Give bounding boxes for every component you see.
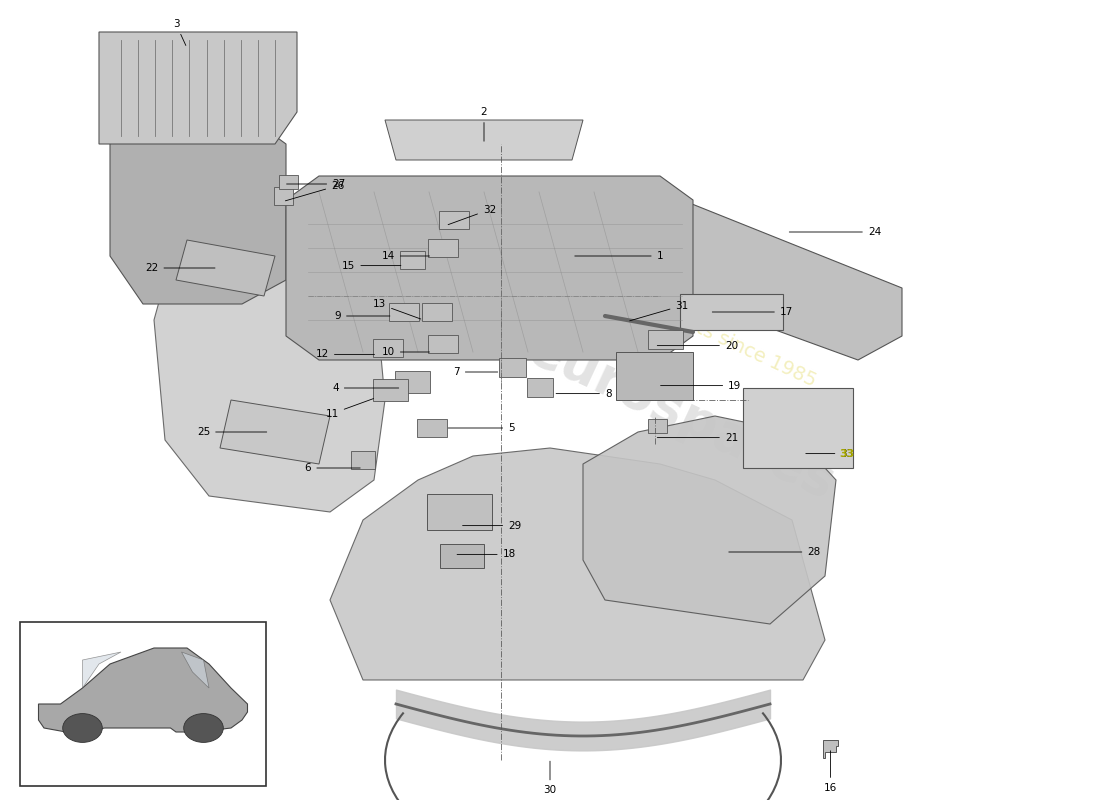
Polygon shape: [99, 32, 297, 144]
FancyBboxPatch shape: [428, 239, 458, 257]
Text: 9: 9: [334, 311, 389, 321]
Text: 26: 26: [285, 181, 344, 201]
Text: 33: 33: [806, 449, 854, 458]
FancyBboxPatch shape: [680, 294, 783, 330]
FancyBboxPatch shape: [279, 175, 298, 189]
Circle shape: [63, 714, 102, 742]
FancyBboxPatch shape: [439, 211, 469, 229]
Polygon shape: [286, 176, 693, 360]
Text: 22: 22: [145, 263, 214, 273]
FancyBboxPatch shape: [648, 419, 667, 433]
Text: 33: 33: [839, 449, 855, 458]
Text: 18: 18: [458, 550, 516, 559]
Polygon shape: [638, 200, 902, 360]
Polygon shape: [616, 352, 693, 400]
Polygon shape: [220, 400, 330, 464]
FancyBboxPatch shape: [389, 303, 419, 321]
Text: 17: 17: [713, 307, 793, 317]
Text: 27: 27: [287, 179, 345, 189]
Polygon shape: [176, 240, 275, 296]
Text: 31: 31: [629, 301, 689, 321]
Text: 13: 13: [373, 299, 421, 319]
Text: 32: 32: [448, 205, 496, 225]
FancyBboxPatch shape: [400, 251, 425, 269]
Text: 29: 29: [463, 521, 521, 530]
Text: 12: 12: [316, 350, 374, 359]
Text: 11: 11: [326, 398, 374, 418]
Polygon shape: [82, 652, 121, 688]
FancyBboxPatch shape: [428, 335, 458, 353]
Text: 8: 8: [557, 389, 612, 398]
Text: 1: 1: [575, 251, 663, 261]
Text: eurospares: eurospares: [520, 322, 844, 510]
Text: 19: 19: [661, 381, 741, 390]
Circle shape: [184, 714, 223, 742]
Text: 4: 4: [332, 383, 398, 393]
Text: 2: 2: [481, 107, 487, 142]
Text: 24: 24: [790, 227, 881, 237]
Text: 10: 10: [382, 347, 429, 357]
Text: 20: 20: [658, 341, 738, 350]
Polygon shape: [182, 652, 209, 688]
Polygon shape: [823, 740, 838, 758]
Text: 25: 25: [197, 427, 266, 437]
Text: 3: 3: [173, 19, 186, 46]
Polygon shape: [440, 544, 484, 568]
FancyBboxPatch shape: [427, 494, 492, 530]
Text: a passion for parts since 1985: a passion for parts since 1985: [544, 249, 820, 391]
Text: 15: 15: [342, 261, 400, 270]
FancyBboxPatch shape: [20, 622, 266, 786]
Text: 6: 6: [305, 463, 360, 473]
Text: 5: 5: [449, 423, 515, 433]
Text: 21: 21: [658, 433, 738, 442]
FancyBboxPatch shape: [351, 451, 375, 469]
Polygon shape: [385, 120, 583, 160]
Text: 14: 14: [382, 251, 429, 261]
Polygon shape: [330, 448, 825, 680]
Polygon shape: [39, 648, 248, 732]
Text: 16: 16: [824, 750, 837, 793]
FancyBboxPatch shape: [417, 419, 447, 437]
Text: 7: 7: [453, 367, 497, 377]
Polygon shape: [154, 224, 385, 512]
FancyBboxPatch shape: [395, 371, 430, 393]
FancyBboxPatch shape: [742, 388, 852, 468]
FancyBboxPatch shape: [373, 379, 408, 401]
FancyBboxPatch shape: [373, 339, 403, 357]
Polygon shape: [110, 112, 286, 304]
FancyBboxPatch shape: [274, 187, 293, 205]
Polygon shape: [583, 416, 836, 624]
FancyBboxPatch shape: [499, 358, 526, 377]
FancyBboxPatch shape: [648, 330, 683, 349]
FancyBboxPatch shape: [422, 303, 452, 321]
Text: 30: 30: [543, 761, 557, 795]
FancyBboxPatch shape: [527, 378, 553, 397]
Text: 28: 28: [729, 547, 821, 557]
